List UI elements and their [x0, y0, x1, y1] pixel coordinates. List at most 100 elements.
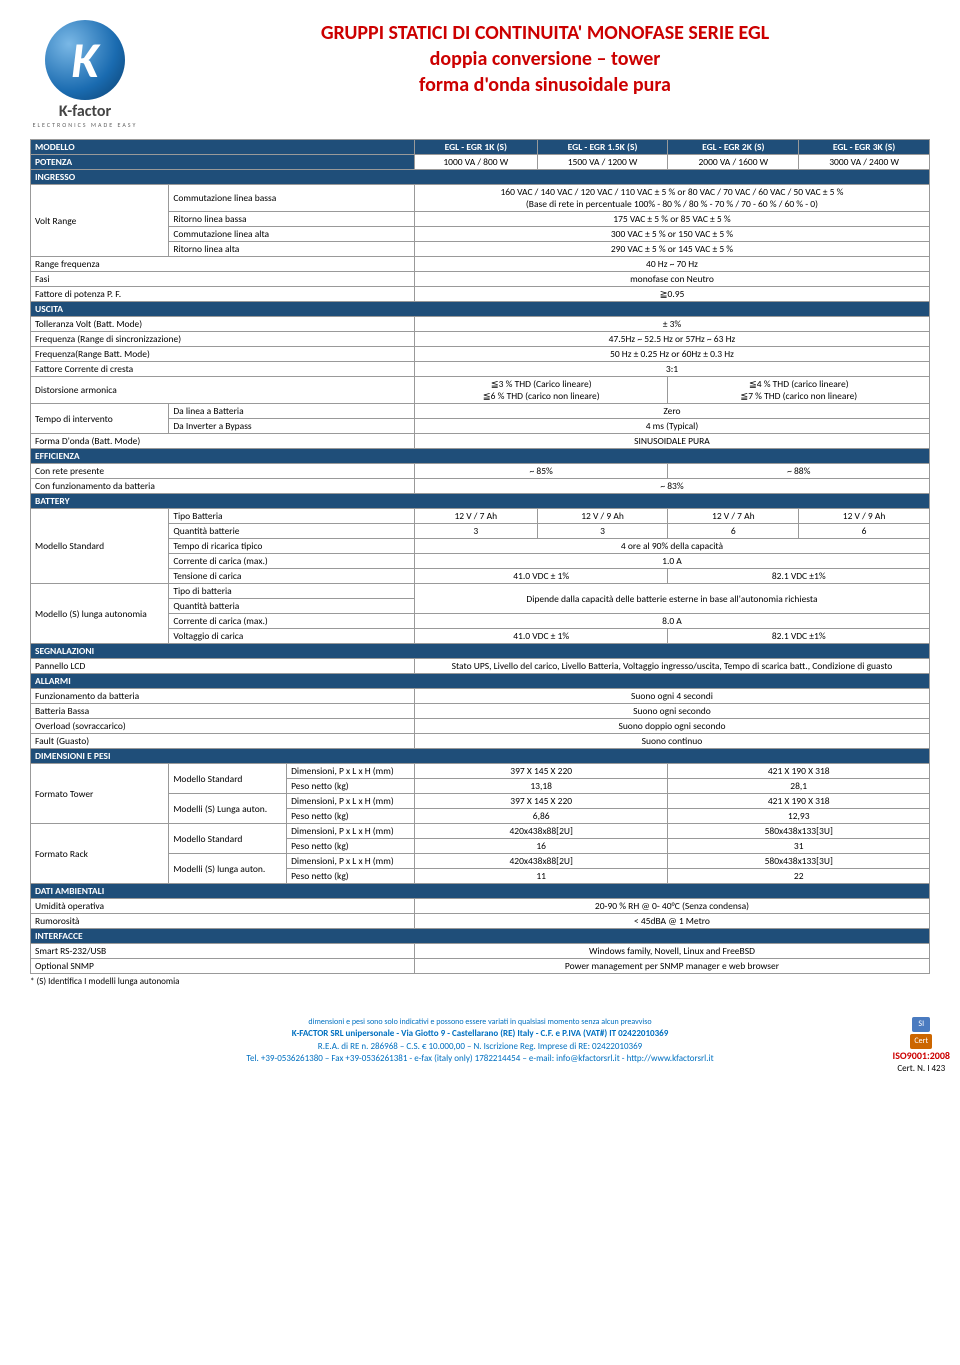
section-eff: EFFICIENZA [31, 449, 930, 464]
formato-tower: Formato Tower [31, 764, 169, 824]
pannello-v: Stato UPS, Livello del carico, Livello B… [414, 659, 929, 674]
all-over-v: Suono doppio ogni secondo [414, 719, 929, 734]
tipo-v2: 12 V / 9 Ah [537, 509, 668, 524]
forma-v: SINUSOIDALE PURA [414, 434, 929, 449]
r-alta-v: 290 VAC ± 5 % or 145 VAC ± 5 % [414, 242, 929, 257]
dim-std2: Modello Standard [169, 824, 287, 854]
t-s-dim1: 397 X 145 X 220 [414, 794, 668, 809]
r-bassa: Ritorno linea bassa [169, 212, 415, 227]
fasi: Fasi [31, 272, 415, 287]
pannello: Pannello LCD [31, 659, 415, 674]
model-3: EGL - EGR 2K (S) [668, 140, 799, 155]
smart-v: Windows family, Novell, Linux and FreeBS… [414, 944, 929, 959]
cl-alta-v: 300 VAC ± 5 % or 150 VAC ± 5 % [414, 227, 929, 242]
corr2-v: 8.0 A [414, 614, 929, 629]
t-s-peso2: 12,93 [668, 809, 930, 824]
dim-std: Modello Standard [169, 764, 287, 794]
forma: Forma D'onda (Batt. Mode) [31, 434, 415, 449]
pf-v: ≧0.95 [414, 287, 929, 302]
inv-bypass: Da Inverter a Bypass [169, 419, 415, 434]
dim-note: dimensioni e pesi sono solo indicativi e… [30, 1017, 930, 1028]
footnote: * (S) Identifica I modelli lunga autonom… [30, 976, 930, 987]
corr: Corrente di carica (max.) [169, 554, 415, 569]
section-all: ALLARMI [31, 674, 930, 689]
linea-batt-v: Zero [414, 404, 929, 419]
si-icon: SI [912, 1017, 930, 1032]
ricarica: Tempo di ricarica tipico [169, 539, 415, 554]
tens-v2: 82.1 VDC ±1% [668, 569, 930, 584]
batt-std: Modello Standard [31, 509, 169, 584]
r-s-peso1: 11 [414, 869, 668, 884]
batt-lunga: Modello (S) lunga autonomia [31, 584, 169, 644]
volt-range-label: Volt Range [31, 185, 169, 257]
eff-batt-v: ~ 83% [414, 479, 929, 494]
t-std-dim1: 397 X 145 X 220 [414, 764, 668, 779]
t-s-dim2: 421 X 190 X 318 [668, 794, 930, 809]
cl-bassa-v: 160 VAC / 140 VAC / 120 VAC / 110 VAC ± … [414, 185, 929, 212]
model-1: EGL - EGR 1K (S) [414, 140, 537, 155]
corr-v: 1.0 A [414, 554, 929, 569]
logo-name: K-factor [59, 102, 111, 121]
dim-dim: Dimensioni, P x L x H (mm) [287, 764, 415, 779]
section-amb: DATI AMBIENTALI [31, 884, 930, 899]
tens: Tensione di carica [169, 569, 415, 584]
potenza-v1: 1000 VA / 800 W [414, 155, 537, 170]
dim-peso2: Peso netto (kg) [287, 809, 415, 824]
snmp: Optional SNMP [31, 959, 415, 974]
cert-icon: Cert [910, 1034, 932, 1049]
snmp-v: Power management per SNMP manager e web … [414, 959, 929, 974]
rum-v: < 45dBA @ 1 Metro [414, 914, 929, 929]
potenza-v4: 3000 VA / 2400 W [799, 155, 930, 170]
title-line3: forma d'onda sinusoidale pura [419, 73, 671, 97]
all-batt: Funzionamento da batteria [31, 689, 415, 704]
dist: Distorsione armonica [31, 377, 415, 404]
logo-tagline: ELECTRONICS MADE EASY [33, 121, 138, 129]
section-int: INTERFACCE [31, 929, 930, 944]
tipo-batt2: Tipo di batteria [169, 584, 415, 599]
cl-alta: Commutazione linea alta [169, 227, 415, 242]
potenza-v3: 2000 VA / 1600 W [668, 155, 799, 170]
footer-company: K-FACTOR SRL unipersonale - Via Giotto 9… [292, 1028, 669, 1039]
section-ingresso: INGRESSO [31, 170, 930, 185]
eff-batt: Con funzionamento da batteria [31, 479, 415, 494]
r-bassa-v: 175 VAC ± 5 % or 85 VAC ± 5 % [414, 212, 929, 227]
rum: Rumorosità [31, 914, 415, 929]
t-s-peso1: 6,86 [414, 809, 668, 824]
title-line2: doppia conversione – tower [430, 47, 661, 71]
t-std-peso2: 28,1 [668, 779, 930, 794]
corr2: Corrente di carica (max.) [169, 614, 415, 629]
t-std-dim2: 421 X 190 X 318 [668, 764, 930, 779]
linea-batt: Da linea a Batteria [169, 404, 415, 419]
t-std-peso1: 13,18 [414, 779, 668, 794]
tempo: Tempo di intervento [31, 404, 169, 434]
tipo-v3: 12 V / 7 Ah [668, 509, 799, 524]
crest: Fattore Corrente di cresta [31, 362, 415, 377]
dim-peso4: Peso netto (kg) [287, 869, 415, 884]
batt-qty: Quantità batterie [169, 524, 415, 539]
company-logo: K-factor ELECTRONICS MADE EASY [30, 20, 140, 129]
footer-contact: Tel. +39-0536261380 – Fax +39-0536261381… [30, 1053, 930, 1066]
fasi-v: monofase con Neutro [414, 272, 929, 287]
potenza-label: POTENZA [31, 155, 415, 170]
page-header: K-factor ELECTRONICS MADE EASY GRUPPI ST… [30, 20, 930, 129]
r-s-dim1: 420x438x88[2U] [414, 854, 668, 869]
qty-v4: 6 [799, 524, 930, 539]
potenza-v2: 1500 VA / 1200 W [537, 155, 668, 170]
r-std-peso2: 31 [668, 839, 930, 854]
potenza-row: POTENZA 1000 VA / 800 W 1500 VA / 1200 W… [31, 155, 930, 170]
cl-bassa: Commutazione linea bassa [169, 185, 415, 212]
qty-v3: 6 [668, 524, 799, 539]
formato-rack: Formato Rack [31, 824, 169, 884]
r-s-dim2: 580x438x133[3U] [668, 854, 930, 869]
dim-dim2: Dimensioni, P x L x H (mm) [287, 794, 415, 809]
dist-v1: ≦3 % THD (Carico lineare) ≦6 % THD (cari… [414, 377, 668, 404]
ricarica-v: 4 ore al 90% della capacità [414, 539, 929, 554]
cert-text: Cert. N. I 423 [893, 1063, 950, 1076]
section-uscita: USCITA [31, 302, 930, 317]
iso-text: ISO9001:2008 [893, 1049, 950, 1063]
document-title: GRUPPI STATICI DI CONTINUITA' MONOFASE S… [160, 20, 930, 98]
all-bassa-v: Suono ogni secondo [414, 704, 929, 719]
freq-sync-v: 47.5Hz ~ 52.5 Hz or 57Hz ~ 63 Hz [414, 332, 929, 347]
all-batt-v: Suono ogni 4 secondi [414, 689, 929, 704]
toll: Tolleranza Volt (Batt. Mode) [31, 317, 415, 332]
